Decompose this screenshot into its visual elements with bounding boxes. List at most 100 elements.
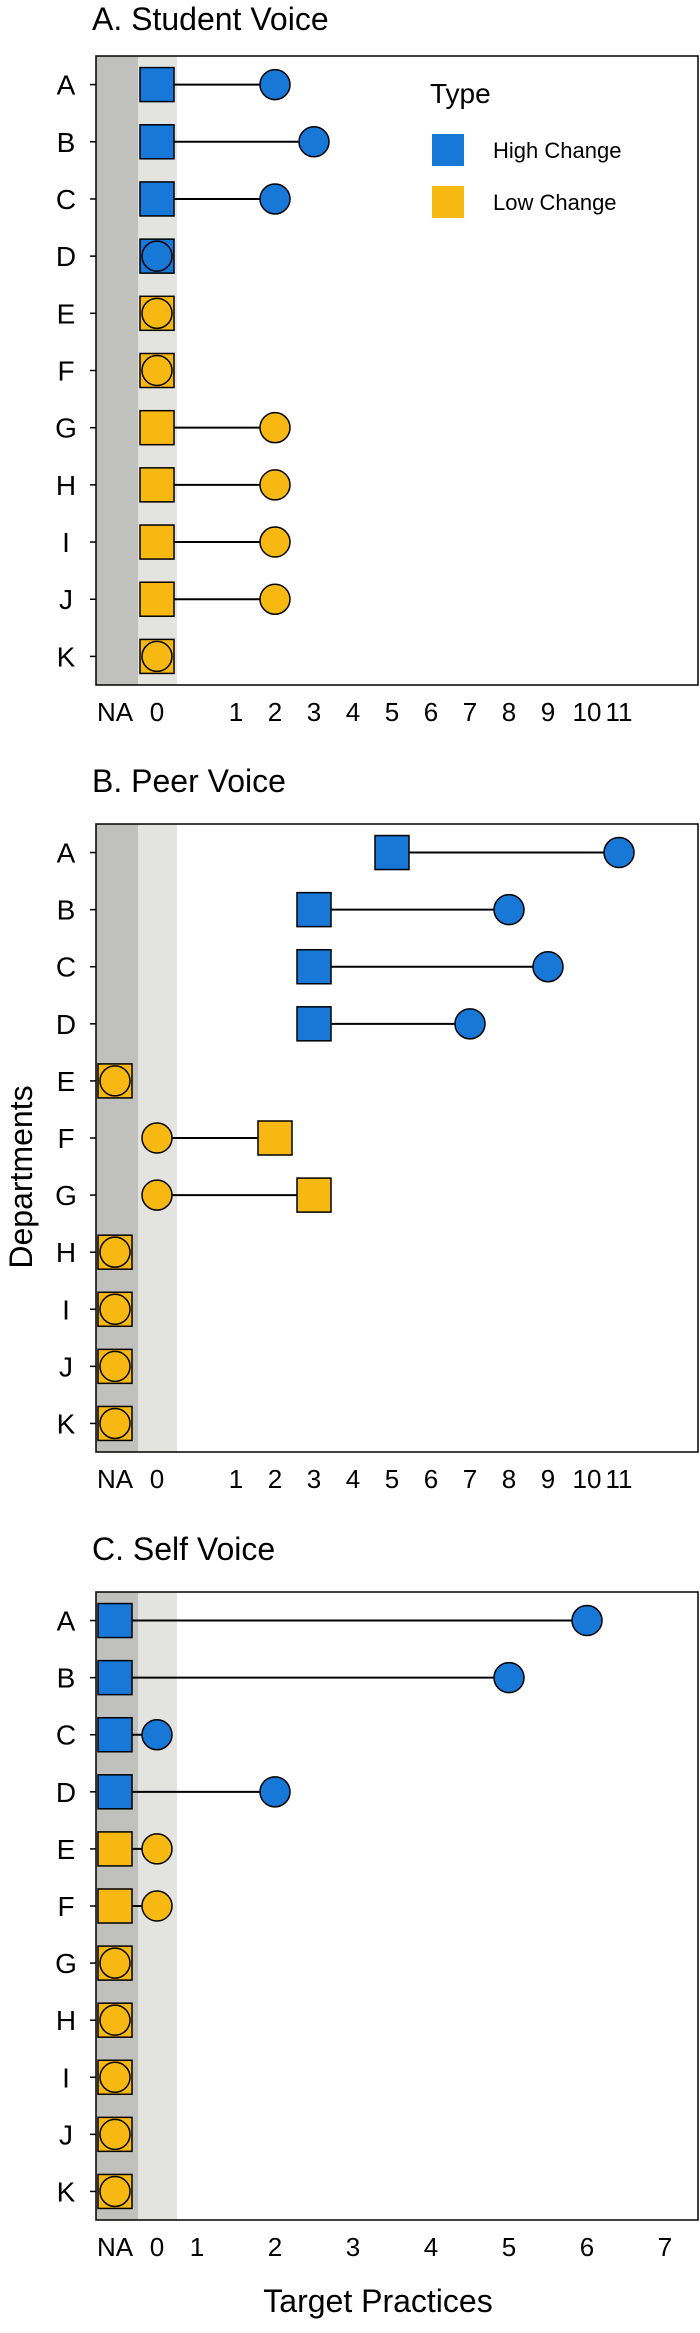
y-tick-label: D bbox=[56, 241, 76, 272]
y-tick-label: G bbox=[55, 413, 77, 444]
square-marker bbox=[296, 891, 332, 928]
x-tick-label: 11 bbox=[606, 1464, 633, 1494]
y-tick-label: B bbox=[57, 127, 76, 158]
square-marker bbox=[97, 1659, 133, 1696]
x-tick-label: 8 bbox=[502, 697, 516, 727]
circle-marker bbox=[259, 411, 291, 444]
y-tick-label: E bbox=[57, 1066, 76, 1097]
legend-swatch bbox=[432, 186, 464, 218]
circle-marker bbox=[141, 1122, 173, 1154]
x-tick-label: 4 bbox=[346, 1464, 360, 1494]
y-tick-label: A bbox=[57, 1606, 76, 1637]
x-tick-label: 2 bbox=[268, 697, 282, 727]
y-tick-label: C bbox=[56, 952, 76, 983]
circle-marker bbox=[571, 1604, 603, 1637]
na-band bbox=[96, 824, 138, 1452]
circle-marker bbox=[603, 836, 635, 869]
x-tick-label: 4 bbox=[346, 697, 360, 727]
y-tick-label: A bbox=[57, 838, 76, 869]
y-tick-label: J bbox=[59, 1351, 73, 1382]
circle-marker bbox=[259, 68, 291, 101]
circle-marker bbox=[99, 1407, 131, 1440]
na-band bbox=[96, 56, 138, 685]
square-marker bbox=[139, 524, 175, 560]
x-tick-label: 8 bbox=[502, 1464, 516, 1494]
circle-marker bbox=[259, 1776, 291, 1808]
circle-marker bbox=[141, 297, 173, 330]
y-tick-label: E bbox=[57, 1834, 76, 1865]
y-tick-label: B bbox=[57, 1663, 76, 1694]
square-marker bbox=[296, 948, 332, 985]
y-tick-label: B bbox=[57, 895, 76, 926]
x-tick-label: 6 bbox=[424, 697, 438, 727]
y-tick-label: J bbox=[59, 584, 73, 615]
circle-marker bbox=[141, 1179, 173, 1211]
square-marker bbox=[296, 1006, 332, 1042]
y-tick-label: I bbox=[62, 2062, 70, 2093]
x-tick-label: 2 bbox=[268, 2232, 282, 2262]
x-tick-label: 6 bbox=[424, 1464, 438, 1494]
square-marker bbox=[97, 1774, 133, 1810]
x-tick-label: 4 bbox=[424, 2232, 438, 2262]
circle-marker bbox=[99, 2175, 131, 2208]
x-tick-label: 3 bbox=[307, 1464, 321, 1494]
circle-marker bbox=[99, 1236, 131, 1268]
square-marker bbox=[97, 1888, 133, 1924]
panel-title: A. Student Voice bbox=[92, 1, 329, 37]
square-marker bbox=[139, 124, 175, 160]
x-tick-label: 7 bbox=[463, 1464, 477, 1494]
circle-marker bbox=[141, 1890, 173, 1922]
square-marker bbox=[139, 66, 175, 103]
circle-marker bbox=[493, 1661, 525, 1694]
circle-marker bbox=[99, 2004, 131, 2036]
square-marker bbox=[139, 581, 175, 617]
square-marker bbox=[296, 1177, 332, 1213]
circle-marker bbox=[259, 526, 291, 558]
x-tick-label: 2 bbox=[268, 1464, 282, 1494]
panel-title: B. Peer Voice bbox=[92, 763, 286, 799]
x-tick-label: 10 bbox=[573, 697, 602, 727]
x-tick-label: 9 bbox=[541, 1464, 555, 1494]
y-tick-label: C bbox=[56, 184, 76, 215]
legend-label: High Change bbox=[493, 138, 621, 163]
square-marker bbox=[97, 1831, 133, 1867]
y-tick-label: H bbox=[56, 2005, 76, 2036]
x-tick-label: 10 bbox=[573, 1464, 602, 1494]
circle-marker bbox=[99, 1065, 131, 1097]
y-tick-label: I bbox=[62, 1294, 70, 1325]
square-marker bbox=[139, 467, 175, 503]
y-tick-label: F bbox=[57, 1123, 74, 1154]
circle-marker bbox=[99, 1293, 131, 1326]
circle-marker bbox=[99, 2118, 131, 2151]
y-tick-label: K bbox=[57, 2176, 76, 2207]
x-tick-label: 0 bbox=[150, 2232, 164, 2262]
y-tick-label: J bbox=[59, 2119, 73, 2150]
y-axis-label: Departments bbox=[3, 1085, 39, 1268]
y-tick-label: H bbox=[56, 1237, 76, 1268]
y-tick-label: K bbox=[57, 641, 76, 672]
panel-frame bbox=[95, 1591, 699, 2221]
x-tick-label: 3 bbox=[307, 697, 321, 727]
circle-marker bbox=[99, 2061, 131, 2094]
circle-marker bbox=[141, 1833, 173, 1865]
panel-title: C. Self Voice bbox=[92, 1531, 275, 1567]
x-tick-label: 1 bbox=[190, 2232, 204, 2262]
y-tick-label: G bbox=[55, 1180, 77, 1211]
square-marker bbox=[139, 181, 175, 217]
circle-marker bbox=[532, 950, 564, 983]
x-tick-label: 1 bbox=[229, 1464, 243, 1494]
circle-marker bbox=[493, 893, 525, 926]
x-tick-label: 3 bbox=[346, 2232, 360, 2262]
y-tick-label: F bbox=[57, 356, 74, 387]
legend-label: Low Change bbox=[493, 190, 617, 215]
y-tick-label: I bbox=[62, 527, 70, 558]
x-tick-label: 7 bbox=[463, 697, 477, 727]
y-tick-label: E bbox=[57, 298, 76, 329]
circle-marker bbox=[141, 1718, 173, 1751]
circle-marker bbox=[298, 126, 330, 158]
x-tick-label: NA bbox=[97, 697, 134, 727]
